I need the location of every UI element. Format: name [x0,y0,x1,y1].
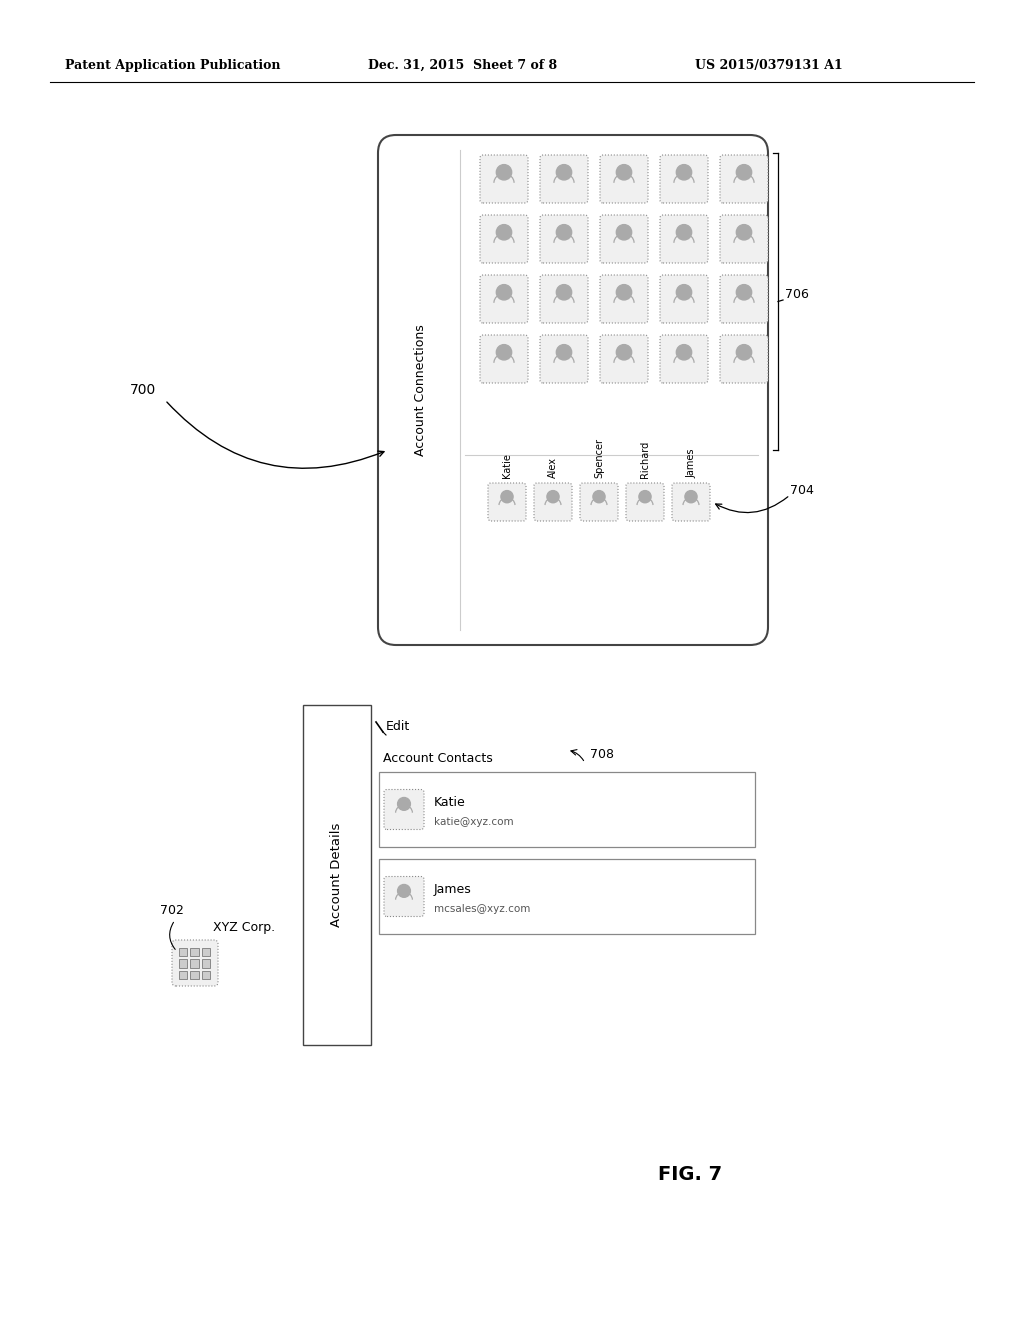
Circle shape [616,224,632,240]
Circle shape [556,285,571,300]
Circle shape [397,884,411,898]
Text: Account Contacts: Account Contacts [383,751,493,764]
FancyBboxPatch shape [480,215,528,263]
Circle shape [616,345,632,360]
FancyBboxPatch shape [480,154,528,203]
Text: 702: 702 [160,903,184,916]
Bar [178,948,187,956]
Text: 704: 704 [790,483,814,496]
Circle shape [501,491,513,503]
FancyBboxPatch shape [540,154,588,203]
FancyBboxPatch shape [480,335,528,383]
Text: katie@xyz.com: katie@xyz.com [434,817,514,828]
FancyBboxPatch shape [172,940,218,986]
Bar [190,960,199,968]
FancyBboxPatch shape [600,275,648,323]
Text: Richard: Richard [640,441,650,478]
FancyBboxPatch shape [540,215,588,263]
FancyBboxPatch shape [600,335,648,383]
Bar [202,960,211,968]
Circle shape [736,224,752,240]
Text: US 2015/0379131 A1: US 2015/0379131 A1 [695,58,843,71]
Circle shape [397,797,411,810]
Bar [202,970,211,979]
FancyBboxPatch shape [626,483,664,521]
FancyBboxPatch shape [384,789,424,829]
Text: James: James [686,449,696,478]
Circle shape [497,345,512,360]
FancyBboxPatch shape [488,483,526,521]
Text: Account Connections: Account Connections [414,325,427,455]
Bar [178,960,187,968]
Bar [379,859,755,935]
Text: FIG. 7: FIG. 7 [658,1166,722,1184]
FancyBboxPatch shape [720,154,768,203]
Circle shape [685,491,697,503]
Circle shape [676,285,691,300]
Text: Katie: Katie [502,453,512,478]
Circle shape [497,285,512,300]
Bar [303,705,371,1045]
Text: Edit: Edit [386,721,411,734]
Circle shape [616,165,632,180]
FancyBboxPatch shape [660,154,708,203]
Text: XYZ Corp.: XYZ Corp. [213,921,275,935]
FancyBboxPatch shape [660,215,708,263]
Circle shape [616,285,632,300]
Circle shape [556,224,571,240]
Bar [190,948,199,956]
FancyBboxPatch shape [580,483,618,521]
FancyBboxPatch shape [384,876,424,916]
Text: mcsales@xyz.com: mcsales@xyz.com [434,904,530,913]
Circle shape [556,165,571,180]
FancyBboxPatch shape [534,483,572,521]
Circle shape [497,165,512,180]
Circle shape [556,345,571,360]
Text: Dec. 31, 2015  Sheet 7 of 8: Dec. 31, 2015 Sheet 7 of 8 [368,58,557,71]
Circle shape [676,345,691,360]
Circle shape [676,224,691,240]
Text: 706: 706 [785,289,809,301]
FancyBboxPatch shape [672,483,710,521]
Text: Patent Application Publication: Patent Application Publication [65,58,281,71]
FancyBboxPatch shape [720,335,768,383]
FancyBboxPatch shape [540,275,588,323]
Bar [379,772,755,847]
Circle shape [593,491,605,503]
Circle shape [547,491,559,503]
FancyBboxPatch shape [600,215,648,263]
Text: Account Details: Account Details [331,822,343,927]
Circle shape [639,491,651,503]
Circle shape [736,165,752,180]
Circle shape [497,224,512,240]
FancyBboxPatch shape [660,275,708,323]
Text: Spencer: Spencer [594,438,604,478]
FancyBboxPatch shape [540,335,588,383]
Circle shape [736,285,752,300]
FancyBboxPatch shape [600,154,648,203]
Bar [178,970,187,979]
Bar [202,948,211,956]
FancyBboxPatch shape [720,275,768,323]
Text: Katie: Katie [434,796,466,808]
Text: Alex: Alex [548,457,558,478]
Circle shape [736,345,752,360]
FancyBboxPatch shape [720,215,768,263]
Text: James: James [434,883,472,895]
FancyBboxPatch shape [378,135,768,645]
FancyBboxPatch shape [480,275,528,323]
Bar [190,970,199,979]
Text: 700: 700 [130,383,157,397]
FancyBboxPatch shape [660,335,708,383]
Circle shape [676,165,691,180]
Text: 708: 708 [590,748,614,762]
